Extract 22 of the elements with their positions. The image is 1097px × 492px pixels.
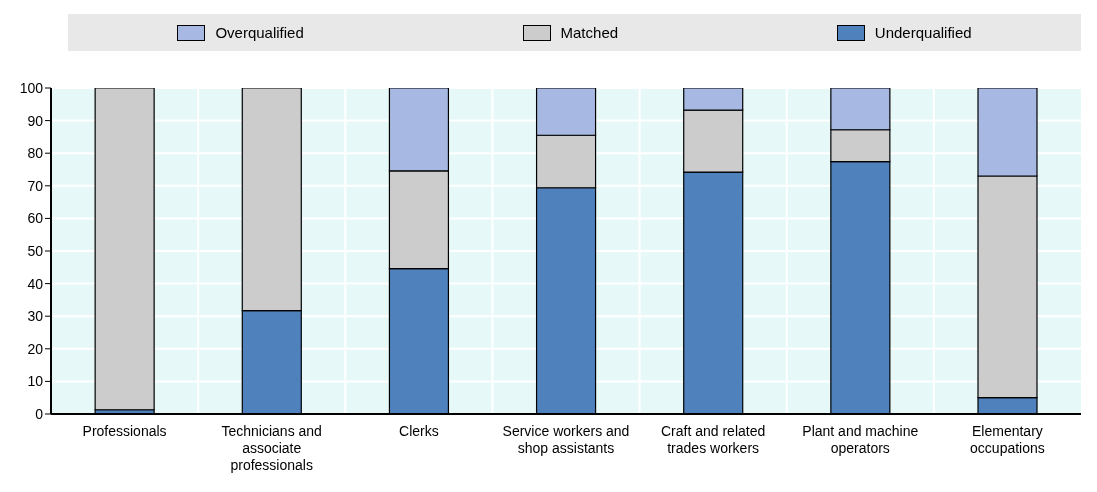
x-tick-label: Plant and machine operators [802,423,919,456]
y-tick-label: 60 [27,210,44,227]
x-tick-label: Clerks [399,423,439,439]
legend-label: Matched [560,24,619,41]
x-tick-label: Elementary occupations [970,423,1045,456]
bar [94,88,155,411]
y-tick-label: 0 [35,405,44,422]
y-tick-label: 10 [27,373,44,390]
y-tick-label: 20 [27,340,44,357]
y-tick-label: 80 [27,145,44,162]
legend-label: Underqualified [874,24,972,41]
y-tick-label: 50 [27,242,44,259]
x-tick-label: Craft and related trades workers [660,423,766,456]
x-tick-label: Technicians and associate professionals [221,423,322,473]
y-tick-label: 70 [27,177,44,194]
x-tick-label: Service workers and shop assistants [502,423,630,456]
y-tick-label: 100 [19,79,44,96]
y-tick-label: 40 [27,275,44,292]
y-tick-label: 90 [27,112,44,129]
x-tick-label: Professionals [82,423,167,439]
y-tick-label: 30 [27,308,44,325]
legend-label: Overqualified [215,24,304,41]
